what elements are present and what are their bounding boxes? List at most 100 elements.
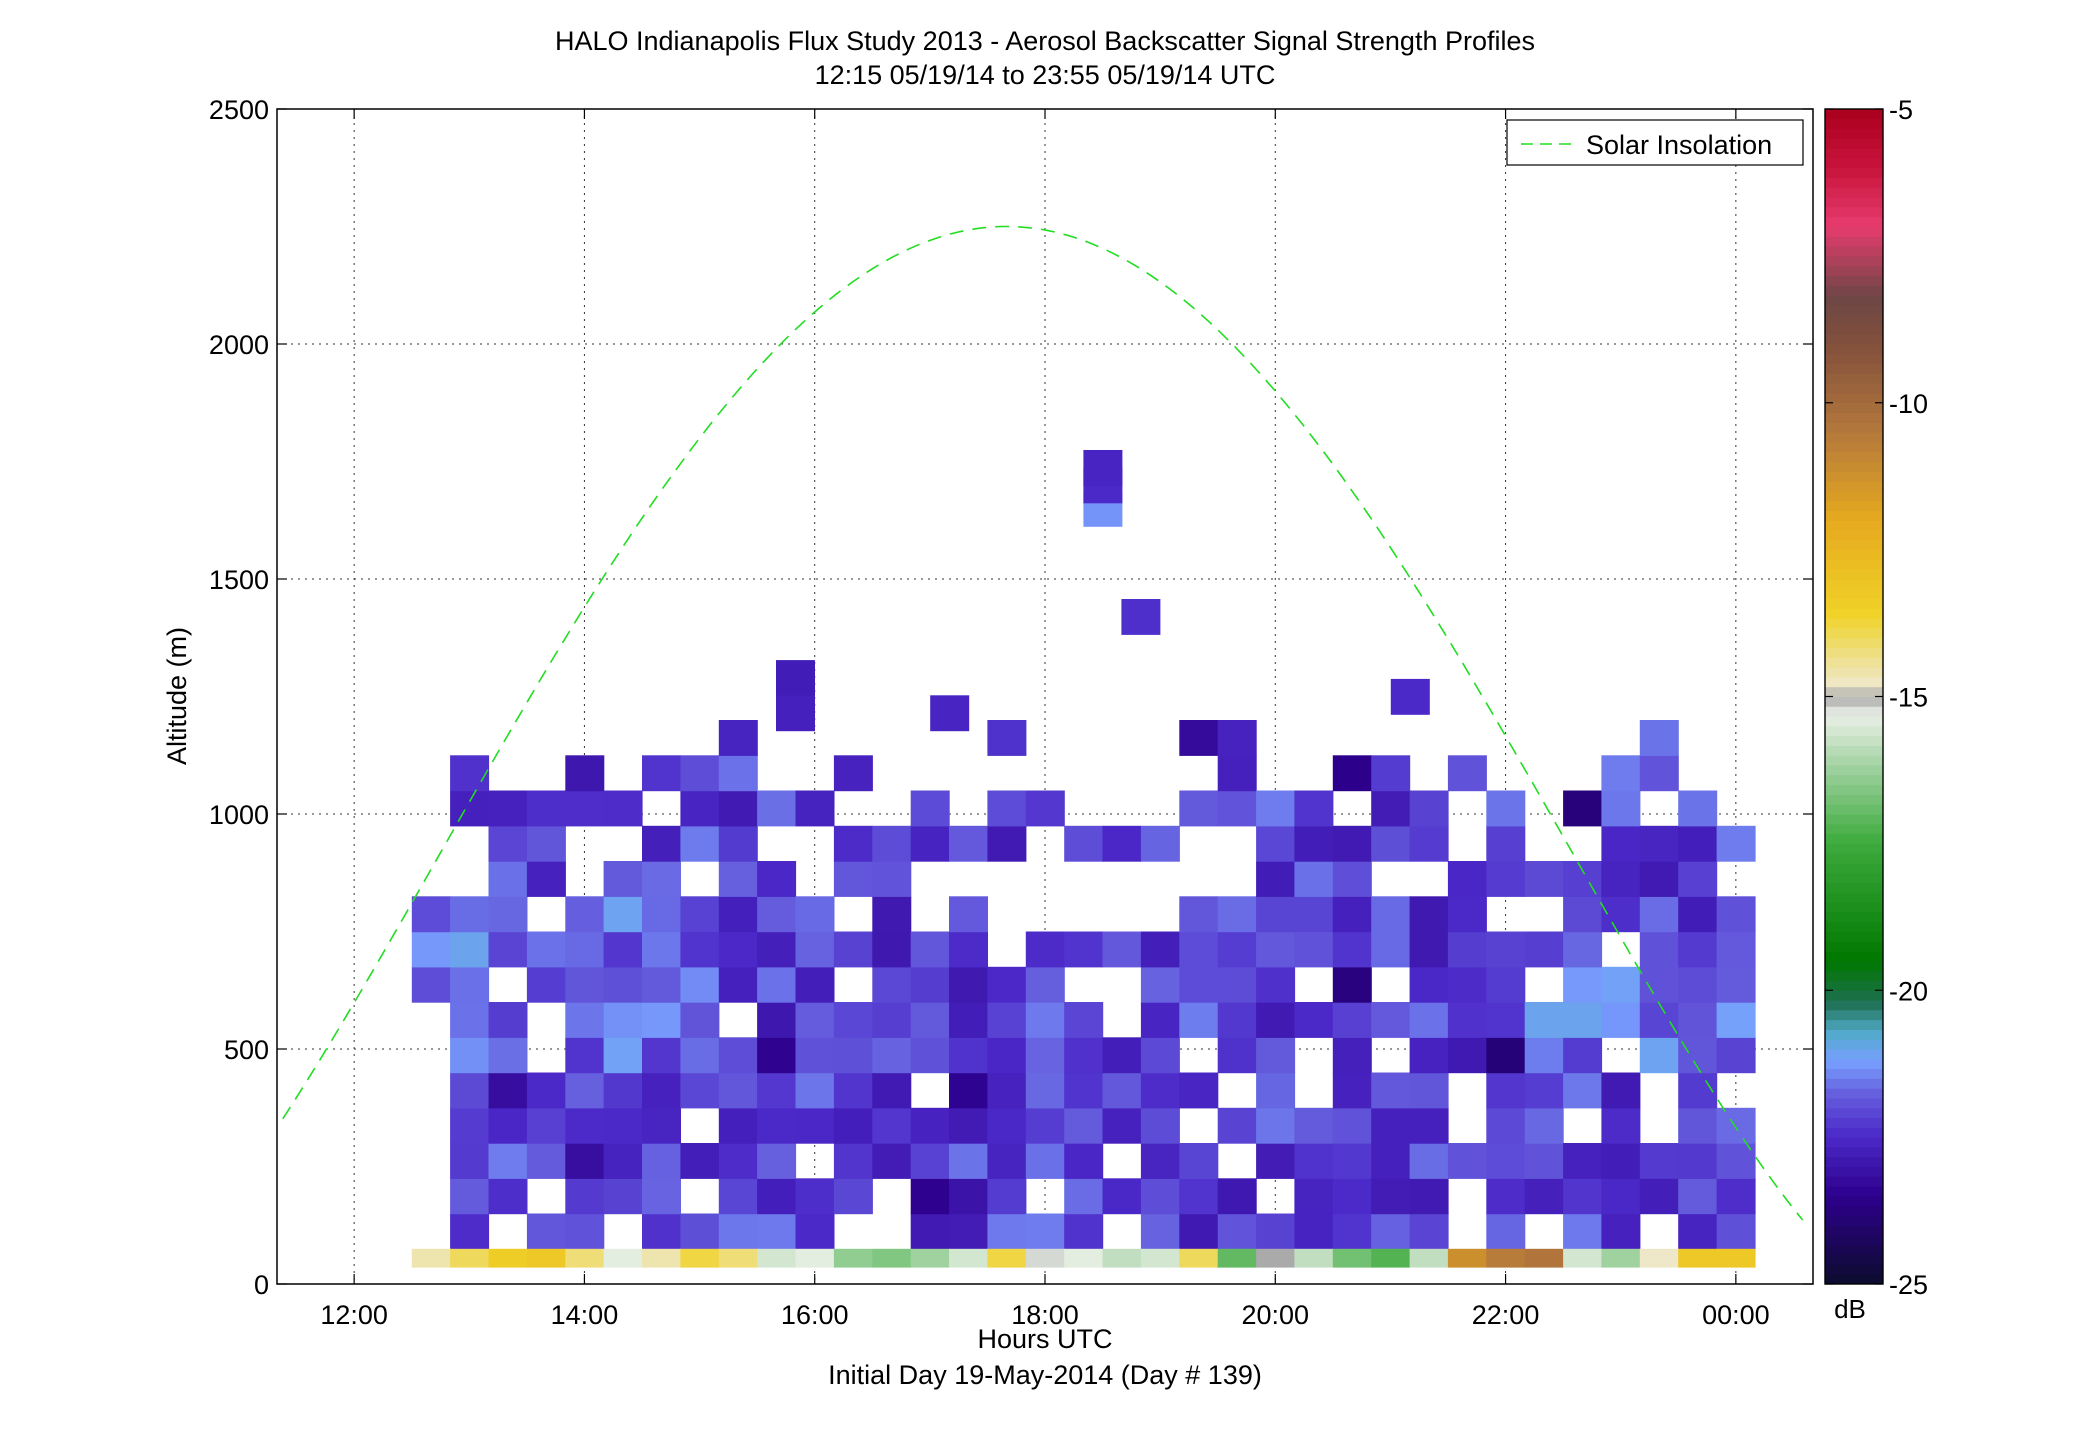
heat-cell	[872, 1002, 912, 1038]
colorbar-swatch	[1825, 510, 1883, 521]
heat-cell	[833, 825, 873, 862]
heat-cell	[1294, 1178, 1334, 1215]
heat-cell	[1140, 1178, 1180, 1215]
heat-cell	[488, 1037, 528, 1074]
heat-cell	[1217, 966, 1257, 1003]
colorbar-swatch	[1825, 735, 1883, 746]
heat-cell	[1140, 1143, 1180, 1179]
heat-cell	[718, 1072, 758, 1109]
heat-cell	[1332, 896, 1372, 933]
colorbar-tick-label: -10	[1889, 389, 1928, 419]
heat-cell	[642, 966, 681, 1003]
heat-cell	[1716, 1037, 1756, 1074]
heat-cell	[1678, 931, 1718, 968]
heat-cell	[680, 790, 720, 827]
heat-cell	[833, 1072, 873, 1109]
heat-cell	[833, 1037, 873, 1074]
colorbar-swatch	[1825, 892, 1883, 903]
heat-cell	[1639, 1037, 1679, 1074]
heat-cell	[1524, 1002, 1564, 1038]
heat-cell	[1294, 931, 1334, 968]
heat-cell	[1332, 1213, 1372, 1250]
colorbar-swatch	[1825, 1264, 1883, 1275]
heat-cell	[680, 1213, 720, 1250]
colorbar-swatch	[1825, 696, 1883, 707]
colorbar-swatch	[1825, 637, 1883, 649]
heat-cell	[526, 1143, 566, 1179]
heat-cell	[603, 861, 643, 897]
heat-cell	[642, 931, 681, 968]
y-tick-label: 500	[224, 1035, 269, 1065]
heat-cell	[1256, 1002, 1296, 1038]
heat-cell	[1064, 1107, 1104, 1144]
heat-cell	[718, 1143, 758, 1179]
colorbar-swatch	[1825, 853, 1883, 864]
heat-cell	[1486, 861, 1526, 897]
heat-cell	[680, 1072, 720, 1109]
colorbar-swatch	[1825, 1156, 1883, 1167]
colorbar-swatch	[1825, 402, 1883, 414]
surface-cell	[488, 1248, 528, 1268]
heat-cell	[488, 1143, 528, 1179]
heat-cell	[1256, 966, 1296, 1003]
heat-cell	[872, 1072, 912, 1109]
heat-cell	[1140, 1002, 1180, 1038]
heat-cell	[1678, 966, 1718, 1003]
heat-cell	[565, 1143, 605, 1179]
colorbar-swatch	[1825, 745, 1883, 756]
heat-cell	[795, 790, 835, 827]
surface-cell	[910, 1248, 950, 1268]
heat-cell	[1179, 966, 1219, 1003]
heat-cell	[488, 1178, 528, 1215]
heat-cell	[642, 1072, 681, 1109]
heat-cell	[1332, 1107, 1372, 1144]
heat-cell	[757, 931, 797, 968]
colorbar-swatch	[1825, 148, 1883, 159]
heat-cell	[910, 1107, 950, 1144]
heat-cell	[1179, 1213, 1219, 1250]
heat-cell	[910, 1178, 950, 1215]
colorbar-swatch	[1825, 706, 1883, 717]
colorbar-swatch	[1825, 823, 1883, 835]
heat-cell	[1025, 1072, 1065, 1109]
heat-cell	[1102, 1037, 1142, 1074]
colorbar-swatch	[1825, 197, 1883, 208]
surface-cell	[833, 1248, 873, 1268]
heat-cell	[1563, 966, 1603, 1003]
heat-cell	[795, 966, 835, 1003]
colorbar-swatch	[1825, 1137, 1883, 1148]
heat-cell	[450, 896, 490, 933]
heat-cell	[795, 896, 835, 933]
heat-cell	[642, 1143, 681, 1179]
heat-cell	[1217, 1037, 1257, 1074]
colorbar-swatch	[1825, 383, 1883, 394]
colorbar-swatch	[1825, 1166, 1883, 1177]
heat-cell	[1025, 931, 1065, 968]
colorbar-swatch	[1825, 911, 1883, 923]
surface-cell	[565, 1248, 605, 1268]
heat-cell	[1409, 1213, 1449, 1250]
colorbar-swatch	[1825, 520, 1883, 531]
colorbar-swatch	[1825, 265, 1883, 276]
heat-cell	[1409, 931, 1449, 968]
heat-cell	[642, 896, 681, 933]
heat-cell	[680, 1037, 720, 1074]
heat-cell	[1217, 1107, 1257, 1144]
surface-cell	[1371, 1248, 1411, 1268]
heat-cell	[1332, 966, 1372, 1003]
heat-cell	[718, 720, 758, 756]
heat-cell	[1102, 1072, 1142, 1109]
heat-cell	[642, 861, 681, 897]
heat-cell	[1639, 825, 1679, 862]
heat-cell	[1601, 790, 1641, 827]
heat-cell	[718, 755, 758, 792]
colorbar-swatch	[1825, 833, 1883, 844]
heat-cell	[1025, 790, 1065, 827]
colorbar-swatch	[1825, 1009, 1883, 1021]
heat-cell	[1217, 720, 1257, 756]
colorbar-swatch	[1825, 1039, 1883, 1050]
heat-cell	[1486, 1107, 1526, 1144]
heat-cell	[1486, 790, 1526, 827]
heat-cell	[1140, 1072, 1180, 1109]
